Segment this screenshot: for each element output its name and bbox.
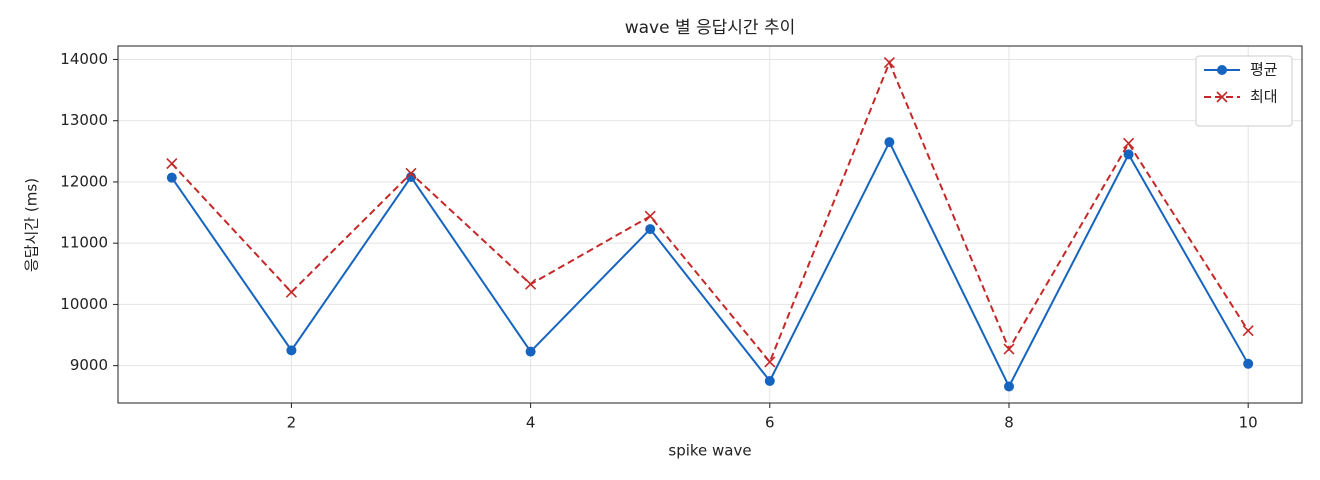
marker	[1243, 358, 1254, 369]
y-tick-label: 11000	[60, 234, 108, 252]
marker	[1003, 343, 1015, 355]
marker	[764, 356, 776, 368]
marker	[1242, 325, 1254, 337]
marker	[286, 345, 297, 356]
plot-frame	[117, 45, 1303, 404]
y-tick-label: 10000	[60, 295, 108, 313]
marker	[645, 224, 656, 235]
marker	[1123, 137, 1135, 149]
marker	[764, 375, 775, 386]
marker	[525, 346, 536, 357]
x-axis-label: spike wave	[668, 442, 751, 460]
line	[170, 139, 1250, 389]
y-axis-label: 응답시간 (ms)	[23, 178, 41, 272]
x-tick-label: 4	[526, 414, 536, 432]
marker	[285, 286, 297, 298]
y-tick-label: 9000	[70, 356, 108, 374]
legend-label: 최대	[1250, 88, 1278, 106]
y-tick-label: 12000	[60, 172, 108, 190]
x-tick-label: 2	[287, 414, 297, 432]
x-tick-label: 10	[1239, 414, 1258, 432]
legend-label: 평균	[1250, 61, 1278, 79]
marker	[883, 56, 895, 69]
line	[171, 59, 1250, 364]
y-tick-label: 13000	[60, 111, 108, 129]
chart-title: wave 별 응답시간 추이	[625, 18, 796, 38]
marker	[1216, 91, 1228, 103]
marker	[1123, 149, 1134, 160]
marker	[1217, 65, 1227, 75]
y-tick-label: 14000	[60, 50, 108, 68]
marker	[166, 172, 177, 183]
marker	[644, 210, 656, 222]
x-tick-label: 6	[765, 414, 775, 432]
marker	[525, 278, 537, 290]
marker	[405, 167, 417, 179]
x-tick-label: 8	[1004, 414, 1014, 432]
marker	[166, 158, 178, 170]
marker	[884, 137, 895, 148]
marker	[1003, 381, 1014, 392]
